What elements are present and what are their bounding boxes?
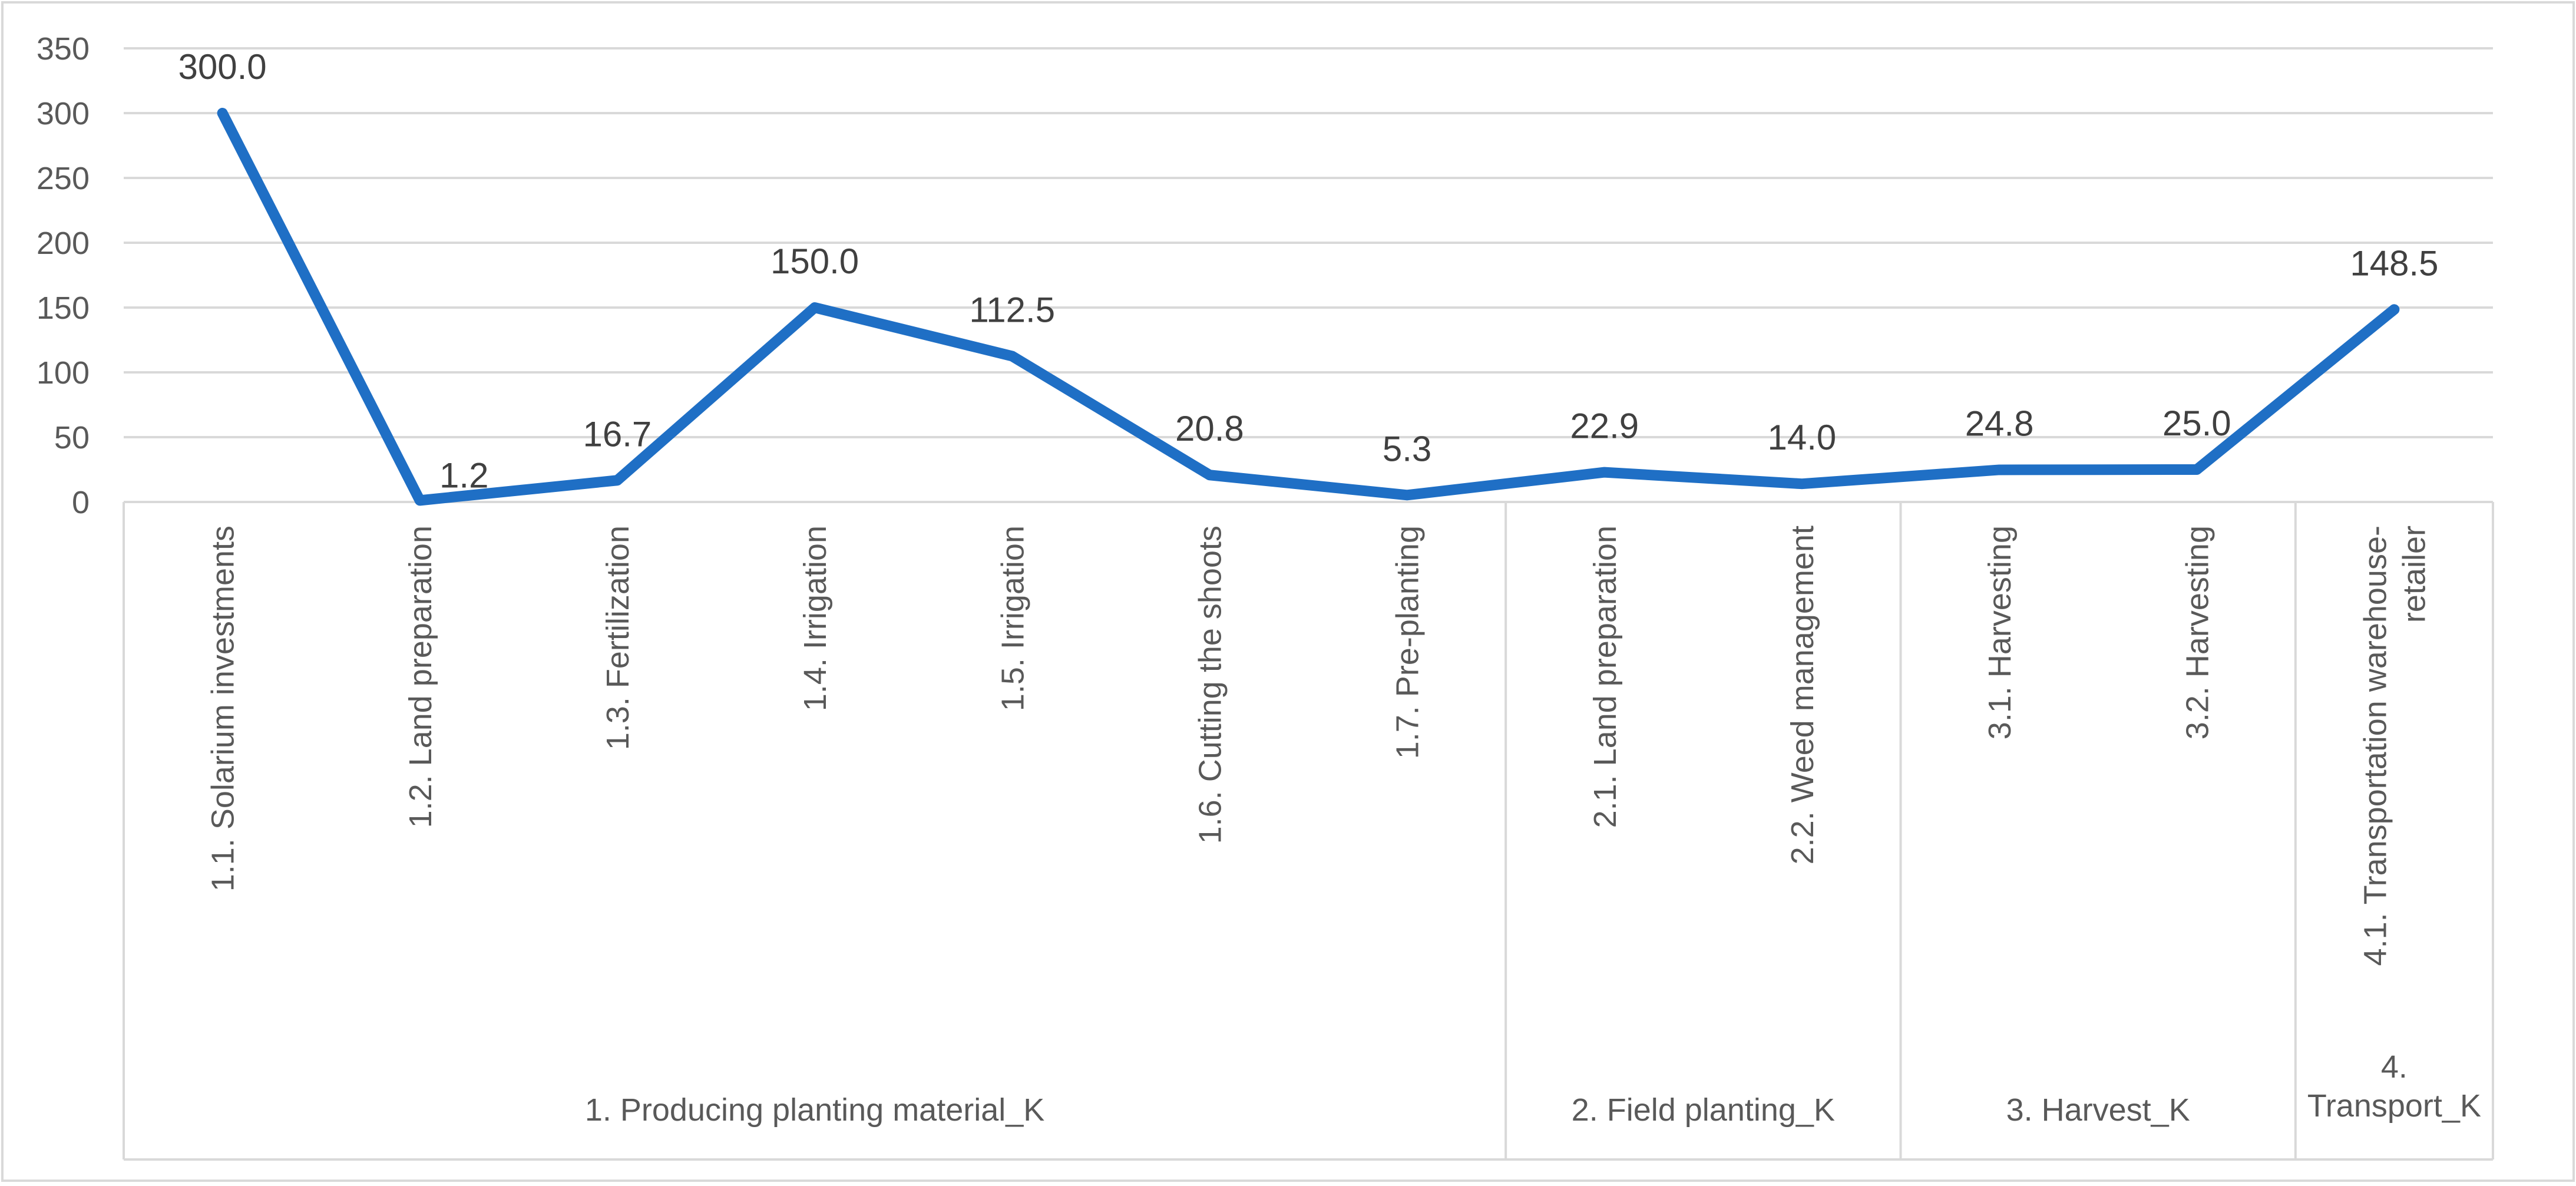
data-label: 112.5 [969, 290, 1055, 330]
data-label: 16.7 [583, 414, 652, 454]
data-point [1800, 483, 1803, 485]
category-label: 3.2. Harvesting [2180, 526, 2215, 739]
category-label: 1.3. Fertilization [600, 526, 636, 750]
data-point [814, 306, 816, 309]
data-point [1011, 355, 1014, 358]
data-point [221, 112, 224, 114]
group-labels: 1. Producing planting material_K 2. Field… [585, 1049, 2481, 1128]
data-label: 5.3 [1383, 429, 1431, 468]
group-label: 3. Harvest_K [2006, 1092, 2190, 1128]
data-point [616, 479, 619, 482]
category-label: 1.7. Pre-planting [1390, 526, 1426, 759]
y-tick-label: 150 [37, 290, 90, 326]
category-label: 3.1. Harvesting [1982, 526, 2018, 739]
category-label: 1.6. Cutting the shoots [1192, 526, 1228, 844]
y-tick-label: 100 [37, 355, 90, 391]
group-label: 4. [2381, 1049, 2408, 1085]
series-line [217, 108, 2400, 506]
data-label: 20.8 [1175, 409, 1244, 448]
category-label: 1.1. Solarium investments [206, 526, 241, 891]
data-label: 24.8 [1965, 404, 2034, 443]
category-label: 4.1. Transportation warehouse- [2357, 526, 2393, 966]
category-label: 2.2. Weed management [1785, 526, 1820, 864]
data-point [1208, 474, 1211, 477]
category-label: 2.1. Land preparation [1588, 526, 1623, 828]
category-label: 1.2. Land preparation [403, 526, 438, 828]
category-label: 1.4. Irrigation [798, 526, 833, 711]
y-tick-label: 200 [37, 226, 90, 261]
group-label: 1. Producing planting material_K [585, 1092, 1044, 1128]
group-label: 2. Field planting_K [1572, 1092, 1835, 1128]
data-point [2393, 308, 2396, 311]
data-label: 300.0 [178, 47, 267, 87]
category-label: 1.5. Irrigation [995, 526, 1030, 711]
data-point [1998, 468, 2001, 471]
gridlines [124, 47, 2493, 438]
series-layer [217, 108, 2400, 506]
axes: 0 50 100 150 200 250 300 350 [37, 31, 2494, 1161]
data-label: 22.9 [1570, 407, 1639, 446]
category-labels: 1.1. Solarium investments 1.2. Land prepa… [206, 526, 2432, 966]
data-label: 150.0 [771, 242, 859, 281]
y-tick-label: 50 [54, 420, 90, 455]
data-label: 1.2 [439, 455, 488, 495]
data-point [1603, 471, 1606, 474]
data-label: 148.5 [2350, 243, 2438, 283]
data-labels: 300.0 1.2 16.7 150.0 112.5 20.8 5.3 22.9 14.0 24.… [178, 47, 2439, 495]
category-label: retailer [2396, 526, 2432, 623]
y-tick-label: 0 [72, 485, 90, 520]
y-tick-label: 350 [37, 31, 90, 67]
data-point [2195, 468, 2198, 471]
y-tick-label: 250 [37, 161, 90, 196]
data-label: 25.0 [2162, 404, 2231, 443]
data-point [1406, 494, 1408, 497]
data-label: 14.0 [1768, 418, 1837, 457]
y-tick-label: 300 [37, 96, 90, 131]
group-label: Transport_K [2307, 1088, 2481, 1124]
data-point [418, 499, 421, 502]
